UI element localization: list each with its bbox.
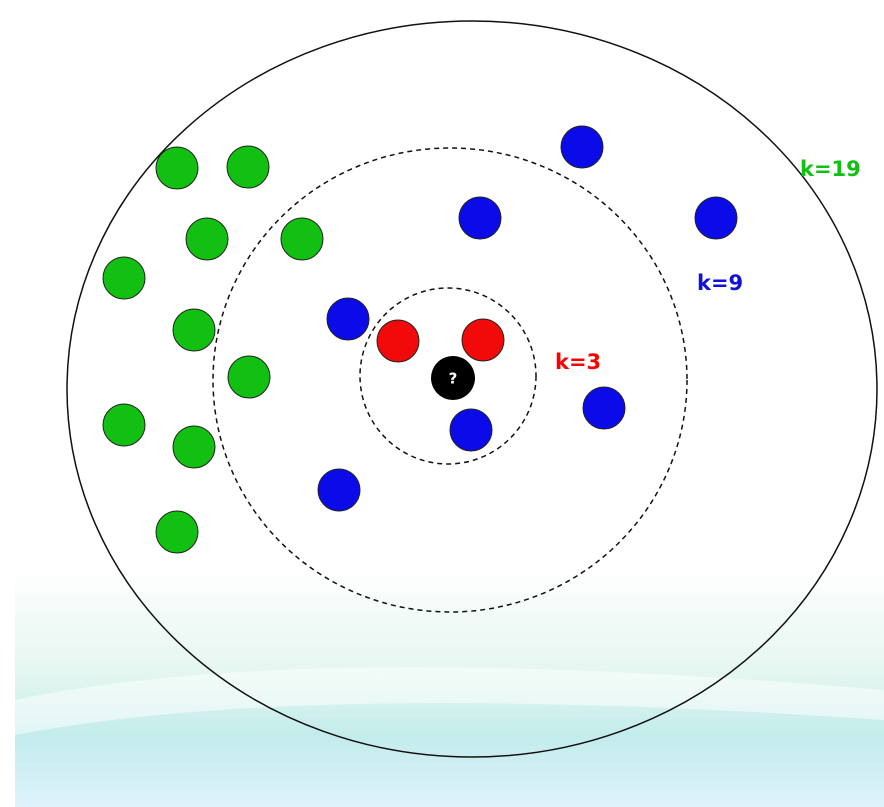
middle-circle: [212, 147, 688, 613]
k3-label: k=3: [555, 350, 601, 374]
point: [172, 425, 216, 469]
outer-circle: [66, 20, 878, 758]
point: [326, 297, 370, 341]
point: [185, 217, 229, 261]
point: [560, 125, 604, 169]
point: [461, 318, 505, 362]
point: [694, 196, 738, 240]
point: [102, 403, 146, 447]
point: [227, 355, 271, 399]
green-points: [102, 145, 324, 554]
point: [458, 196, 502, 240]
query-label: ?: [449, 370, 458, 388]
point: [449, 408, 493, 452]
point: [376, 319, 420, 363]
point: [172, 308, 216, 352]
point: [582, 386, 626, 430]
point: [226, 145, 270, 189]
point: [155, 510, 199, 554]
query-point: [431, 356, 475, 400]
k19-label: k=19: [800, 157, 861, 181]
point: [280, 217, 324, 261]
inner-circle: [359, 287, 537, 465]
point: [102, 256, 146, 300]
red-points: [376, 318, 505, 363]
background-wave: [15, 667, 884, 735]
blue-points: [317, 125, 738, 512]
point: [155, 146, 199, 190]
k9-label: k=9: [697, 271, 743, 295]
point: [317, 468, 361, 512]
